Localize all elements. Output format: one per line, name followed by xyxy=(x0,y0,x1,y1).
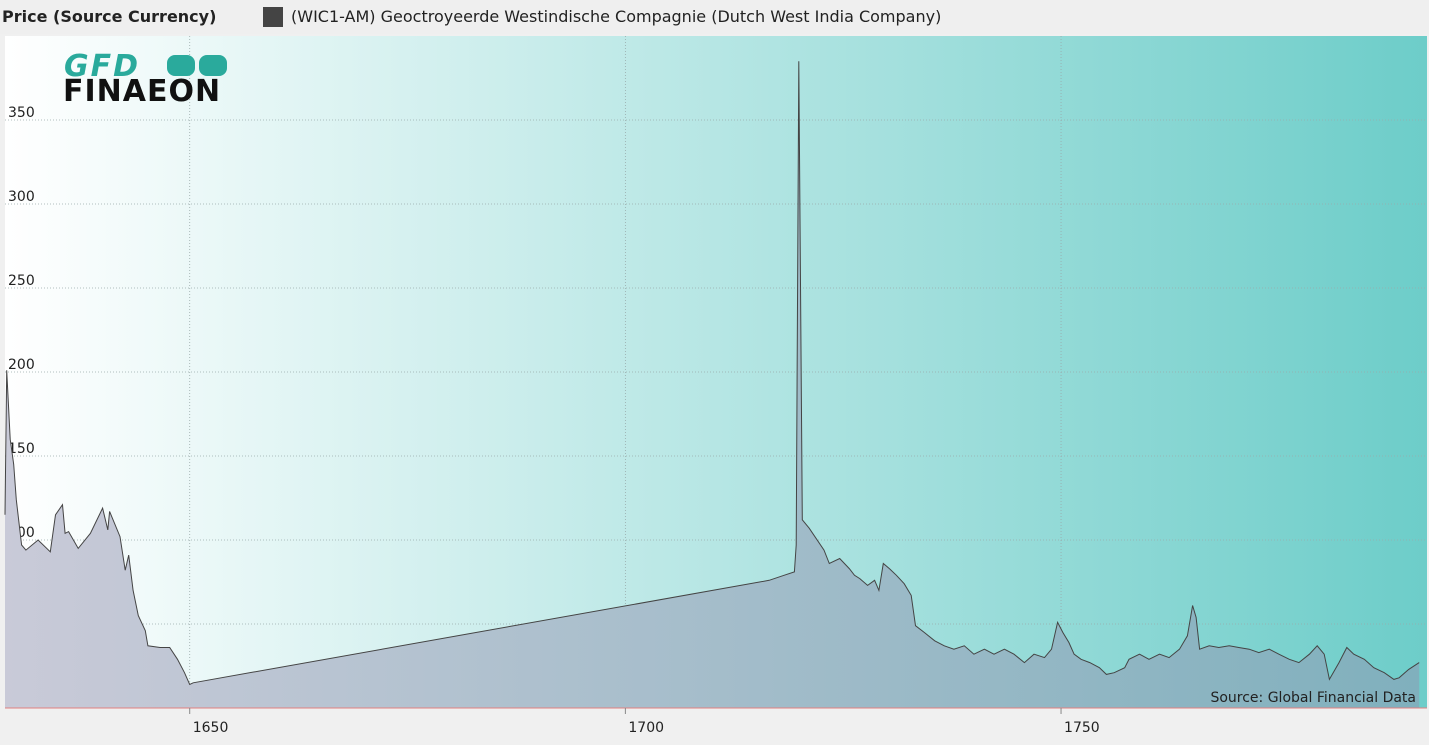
logo-top: GFD xyxy=(64,49,140,84)
y-tick-label: 350 xyxy=(8,105,35,121)
x-tick-label: 1650 xyxy=(193,720,229,736)
logo-leaf xyxy=(167,55,195,76)
plot-area: 050100150200250300350 xyxy=(4,36,1427,709)
x-tick-label: 1700 xyxy=(628,720,664,736)
logo-leaf xyxy=(199,55,227,76)
line xyxy=(4,61,1420,686)
y-tick-label: 150 xyxy=(8,441,35,457)
y-tick-label: 200 xyxy=(8,357,35,373)
area xyxy=(5,61,1420,708)
x-tick-label: 1750 xyxy=(1064,720,1100,736)
legend-label: (WIC1-AM) Geoctroyeerde Westindische Com… xyxy=(291,7,941,26)
source-note: Source: Global Financial Data xyxy=(1210,690,1416,706)
logo-bottom: FINAEON xyxy=(63,74,221,109)
legend-swatch xyxy=(263,7,283,27)
y-tick-label: 250 xyxy=(8,273,35,289)
chart-title: Price (Source Currency) xyxy=(2,7,216,26)
header-bar xyxy=(0,0,1429,34)
y-tick-label: 300 xyxy=(8,189,35,205)
